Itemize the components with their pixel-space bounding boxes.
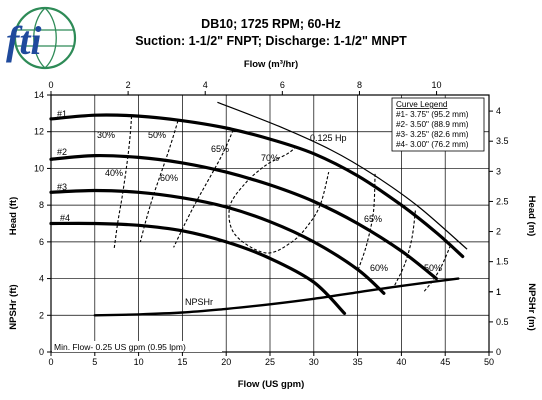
y-tick-label: 14 [34,90,44,100]
x2-tick-label: 10 [432,80,442,90]
x-tick-label: 10 [134,357,144,367]
eff-label-65-top: 65% [211,144,229,154]
legend-entry-3: #3- 3.25" (82.6 mm) [396,130,469,139]
x-tick-label: 25 [265,357,275,367]
curve-label-2: #2 [57,147,67,157]
pump-curves [49,101,468,317]
x-tick-label: 5 [92,357,97,367]
npshr-ft-axis-title: NPSHr (ft) [8,284,19,329]
curve-label-3: #3 [57,182,67,192]
y2-tick-label: 1 [496,287,501,297]
efficiency-contour-2 [139,120,179,243]
eff-label-70: 70% [261,153,279,163]
x2-tick-label: 2 [126,80,131,90]
x2-tick-label: 0 [48,80,53,90]
y-tick-label: 2 [39,310,44,320]
x-tick-label: 40 [396,357,406,367]
y2-tick-label: 0.5 [496,317,509,327]
y2-tick-label: 3.5 [496,136,509,146]
eff-label-30: 30% [97,130,115,140]
y2-tick-label: 4 [496,106,501,116]
plot-area-frame [50,94,490,353]
npshr-label: NPSHr [185,297,213,307]
y2-tick-label: 3 [496,166,501,176]
min-flow-note-box [52,341,222,352]
head-ft-axis-title: Head (ft) [8,197,19,236]
y2-tick-label: 1 [496,287,501,297]
pump-curve-3 [49,188,386,295]
x-tick-label: 15 [177,357,187,367]
y2-tick-label: 1.5 [496,257,509,267]
efficiency-contour-7 [423,245,452,292]
y-tick-label: 0 [39,347,44,357]
curve-label-1: #1 [57,109,67,119]
globe-meridian-icon [17,7,73,69]
x2-tick-label: 6 [280,80,285,90]
pump-curve-4 [49,221,347,315]
efficiency-contour-6 [393,210,416,287]
head-m-axis-title: Head (m) [526,196,537,237]
fti-logo: fti [6,6,77,70]
legend-box [391,97,485,152]
legend-entry-2: #2- 3.50" (88.9 mm) [396,120,469,129]
y2-tick-label: 0 [496,347,501,357]
efficiency-contour-1 [113,116,133,250]
x2-tick-label: 8 [357,80,362,90]
x-tick-label: 35 [353,357,363,367]
curve-legend: Curve Legend #1- 3.75" (95.2 mm) #2- 3.5… [391,97,485,152]
eff-label-60-right: 60% [370,263,388,273]
x2-axis-title: Flow (m³/hr) [244,59,298,70]
y2-tick-label: 2 [496,227,501,237]
y-tick-label: 12 [34,127,44,137]
npshr-curve [93,277,460,317]
eff-label-50-right: 50% [424,263,442,273]
efficiency-contour-4 [228,145,330,254]
pump-curve-1 [49,113,465,259]
eff-label-40: 40% [105,168,123,178]
pump-curve-2 [49,153,438,281]
x-tick-label: 50 [484,357,494,367]
y-tick-label: 10 [34,163,44,173]
eff-label-65-right: 65% [364,214,382,224]
power-line-0125hp [217,101,468,250]
x2-tick-label: 4 [203,80,208,90]
eff-label-60-left: 60% [160,173,178,183]
brand-text: fti [6,18,42,63]
eff-label-50-top: 50% [148,130,166,140]
legend-title: Curve Legend [396,100,448,109]
y-tick-label: 4 [39,274,44,284]
legend-entry-1: #1- 3.75" (95.2 mm) [396,110,469,119]
power-line-label: 0.125 Hp [310,133,347,143]
x-tick-label: 30 [309,357,319,367]
min-flow-note: Min. Flow- 0.25 US gpm (0.95 lpm) [54,342,186,352]
chart-subtitle: Suction: 1-1/2" FNPT; Discharge: 1-1/2" … [135,34,407,48]
axis-ticks: 0 5 10 15 20 25 30 35 40 45 500 2 4 6 8 100246810121411… [34,80,509,367]
x-tick-label: 20 [221,357,231,367]
npshr-m-axis-title: NPSHr (m) [526,283,537,331]
x-tick-label: 0 [48,357,53,367]
legend-entry-4: #4- 3.00" (76.2 mm) [396,140,469,149]
x-tick-label: 45 [440,357,450,367]
y2-tick-label: 2.5 [496,196,509,206]
y-tick-label: 6 [39,237,44,247]
y-tick-label: 8 [39,200,44,210]
x-axis-title: Flow (US gpm) [238,379,305,390]
curve-label-4: #4 [60,213,70,223]
chart-title: DB10; 1725 RPM; 60-Hz [201,17,341,31]
